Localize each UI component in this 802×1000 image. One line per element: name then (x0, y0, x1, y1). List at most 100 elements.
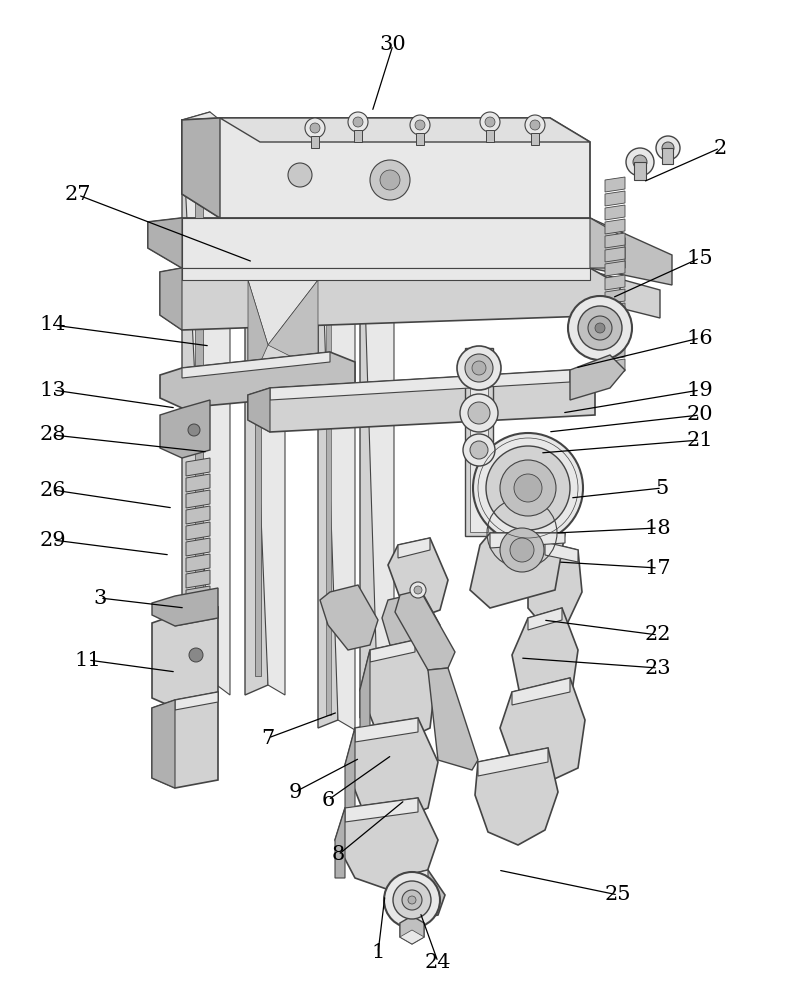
Circle shape (484, 117, 494, 127)
Polygon shape (604, 359, 624, 374)
Circle shape (464, 354, 492, 382)
Text: 5: 5 (654, 479, 668, 497)
Polygon shape (186, 554, 210, 572)
Polygon shape (186, 522, 210, 540)
Polygon shape (175, 692, 217, 710)
Polygon shape (382, 592, 439, 665)
Polygon shape (320, 585, 378, 650)
Circle shape (410, 115, 429, 135)
Polygon shape (245, 122, 285, 695)
Circle shape (529, 120, 539, 130)
Polygon shape (345, 798, 418, 822)
Polygon shape (604, 331, 624, 346)
Bar (661, 148, 672, 164)
Polygon shape (528, 608, 561, 630)
Polygon shape (398, 538, 429, 558)
Polygon shape (186, 490, 210, 508)
Polygon shape (152, 692, 217, 788)
Circle shape (472, 361, 485, 375)
Text: 27: 27 (65, 186, 91, 205)
Polygon shape (186, 602, 210, 620)
Text: 8: 8 (331, 846, 344, 864)
Polygon shape (160, 352, 354, 408)
Polygon shape (182, 118, 589, 218)
Text: 25: 25 (604, 886, 630, 904)
Polygon shape (248, 280, 268, 390)
Circle shape (472, 433, 582, 543)
Polygon shape (186, 458, 210, 476)
Polygon shape (604, 289, 624, 304)
Circle shape (469, 441, 488, 459)
Polygon shape (604, 177, 624, 192)
Polygon shape (182, 268, 589, 280)
Polygon shape (604, 191, 624, 206)
Text: 13: 13 (39, 380, 67, 399)
Polygon shape (370, 640, 415, 662)
Circle shape (661, 142, 673, 154)
Circle shape (468, 402, 489, 424)
Circle shape (188, 648, 203, 662)
Text: 29: 29 (39, 530, 67, 550)
Polygon shape (334, 798, 437, 892)
Polygon shape (269, 370, 569, 400)
Polygon shape (245, 122, 268, 695)
Polygon shape (182, 118, 220, 218)
Polygon shape (604, 345, 624, 360)
Polygon shape (345, 718, 437, 820)
Bar (634, 162, 645, 180)
Circle shape (402, 890, 422, 910)
Polygon shape (579, 268, 659, 318)
Polygon shape (604, 275, 624, 290)
Text: 20: 20 (686, 406, 712, 424)
Text: 6: 6 (321, 790, 334, 810)
Polygon shape (182, 218, 589, 268)
Polygon shape (545, 542, 577, 562)
Bar (354, 130, 362, 142)
Polygon shape (186, 538, 210, 556)
Polygon shape (475, 748, 557, 845)
Polygon shape (182, 112, 229, 695)
Circle shape (485, 446, 569, 530)
Polygon shape (427, 668, 477, 770)
Polygon shape (399, 916, 423, 944)
Polygon shape (248, 280, 318, 390)
Polygon shape (489, 533, 565, 548)
Circle shape (463, 434, 494, 466)
Bar (485, 130, 493, 142)
Polygon shape (345, 728, 354, 808)
Polygon shape (152, 700, 175, 788)
Circle shape (414, 586, 422, 594)
Text: 22: 22 (644, 626, 670, 645)
Polygon shape (359, 132, 378, 718)
Polygon shape (248, 388, 269, 432)
Polygon shape (512, 608, 577, 705)
Bar (326, 145, 330, 715)
Text: 7: 7 (261, 728, 274, 748)
Polygon shape (477, 748, 547, 776)
Circle shape (513, 474, 541, 502)
Polygon shape (359, 650, 370, 728)
Circle shape (480, 112, 500, 132)
Polygon shape (387, 870, 444, 920)
Text: 3: 3 (93, 588, 107, 607)
Text: 15: 15 (686, 248, 712, 267)
Polygon shape (354, 718, 418, 742)
Circle shape (525, 115, 545, 135)
Bar (530, 133, 538, 145)
Polygon shape (182, 352, 330, 378)
Polygon shape (268, 280, 318, 370)
Circle shape (188, 424, 200, 436)
Polygon shape (248, 280, 318, 345)
Circle shape (310, 123, 320, 133)
Polygon shape (175, 607, 217, 626)
Circle shape (509, 538, 533, 562)
Circle shape (305, 118, 325, 138)
Polygon shape (395, 870, 427, 890)
Text: 17: 17 (644, 558, 670, 578)
Polygon shape (512, 678, 569, 705)
Polygon shape (569, 355, 624, 400)
Polygon shape (148, 218, 624, 268)
Polygon shape (500, 678, 585, 782)
Polygon shape (186, 474, 210, 492)
Text: 23: 23 (644, 658, 670, 678)
